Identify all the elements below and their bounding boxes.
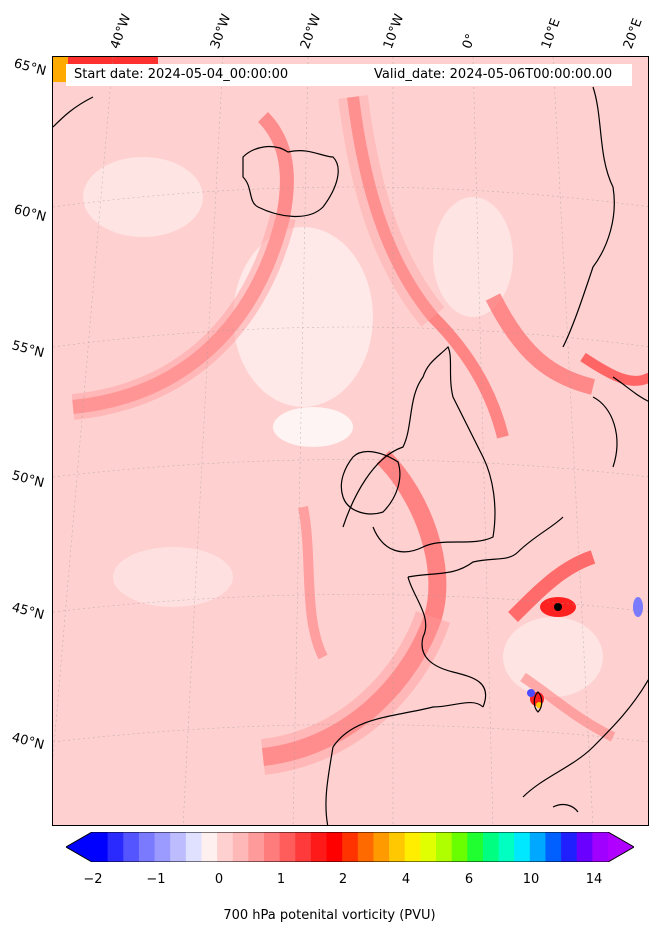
colorbar-swatch <box>123 832 140 862</box>
lon-label-20w: 20°W <box>297 12 325 51</box>
lat-label-60n: 60°N <box>12 202 48 226</box>
lon-label-30w: 30°W <box>207 12 235 51</box>
colorbar-swatch <box>326 832 343 862</box>
colorbar-tick: 14 <box>585 872 603 887</box>
colorbar-swatch <box>436 832 453 862</box>
colorbar-label: 700 hPa potenital vorticity (PVU) <box>223 908 436 923</box>
colorbar-swatch <box>295 832 312 862</box>
colorbar-swatch <box>154 832 171 862</box>
colorbar-swatch <box>342 832 359 862</box>
valid-date-label: Valid_date: 2024-05-06T00:00:00.00 <box>374 67 613 82</box>
colorbar-tick: −2 <box>83 872 103 887</box>
colorbar-swatch <box>404 832 421 862</box>
lat-label-40n: 40°N <box>10 730 46 754</box>
lat-label-65n: 65°N <box>12 56 48 80</box>
colorbar-swatch <box>420 832 437 862</box>
colorbar-swatch <box>279 832 296 862</box>
colorbar-swatch <box>498 832 515 862</box>
colorbar-swatch <box>529 832 546 862</box>
lon-label-0: 0° <box>459 31 480 51</box>
colorbar-swatch <box>514 832 531 862</box>
colorbar-extend-low <box>66 832 92 862</box>
colorbar-swatch <box>170 832 187 862</box>
start-date-label: Start date: 2024-05-04_00:00:00 <box>74 67 289 82</box>
colorbar-swatch <box>217 832 234 862</box>
colorbar-swatch <box>592 832 609 862</box>
pv-field <box>53 57 648 825</box>
colorbar-swatch <box>467 832 484 862</box>
header-strip <box>66 64 632 86</box>
lon-label-40w: 40°W <box>107 12 135 51</box>
lon-label-10e: 10°E <box>538 16 564 51</box>
colorbar-extend-high <box>608 832 634 862</box>
colorbar-swatch <box>264 832 281 862</box>
colorbar-swatch <box>389 832 406 862</box>
colorbar-swatch <box>545 832 562 862</box>
colorbar-tick: 6 <box>464 872 474 887</box>
colorbar-swatch <box>92 832 109 862</box>
colorbar-swatch <box>310 832 328 862</box>
colorbar-swatch <box>138 832 156 862</box>
colorbar-swatch <box>107 832 124 862</box>
lon-label-20e: 20°E <box>620 16 646 51</box>
colorbar-tick: 2 <box>338 872 348 887</box>
pv-map <box>52 56 649 826</box>
colorbar-tick: −1 <box>146 872 166 887</box>
colorbar-swatch <box>482 832 500 862</box>
colorbar-swatch <box>373 832 390 862</box>
colorbar-swatch <box>248 832 265 862</box>
colorbar <box>66 832 634 862</box>
colorbar-swatch <box>357 832 374 862</box>
lat-label-50n: 50°N <box>10 468 46 492</box>
lat-label-55n: 55°N <box>10 338 46 362</box>
colorbar-swatch <box>451 832 468 862</box>
coastlines <box>53 86 648 825</box>
colorbar-swatch <box>201 832 218 862</box>
lat-label-45n: 45°N <box>10 600 46 624</box>
colorbar-swatch <box>576 832 593 862</box>
colorbar-swatch <box>185 832 202 862</box>
colorbar-swatch <box>232 832 249 862</box>
colorbar-tick: 10 <box>522 872 540 887</box>
lon-label-10w: 10°W <box>380 12 408 51</box>
colorbar-tick: 4 <box>401 872 411 887</box>
colorbar-tick: 0 <box>214 872 224 887</box>
colorbar-tick: 1 <box>276 872 286 887</box>
colorbar-swatch <box>561 832 578 862</box>
